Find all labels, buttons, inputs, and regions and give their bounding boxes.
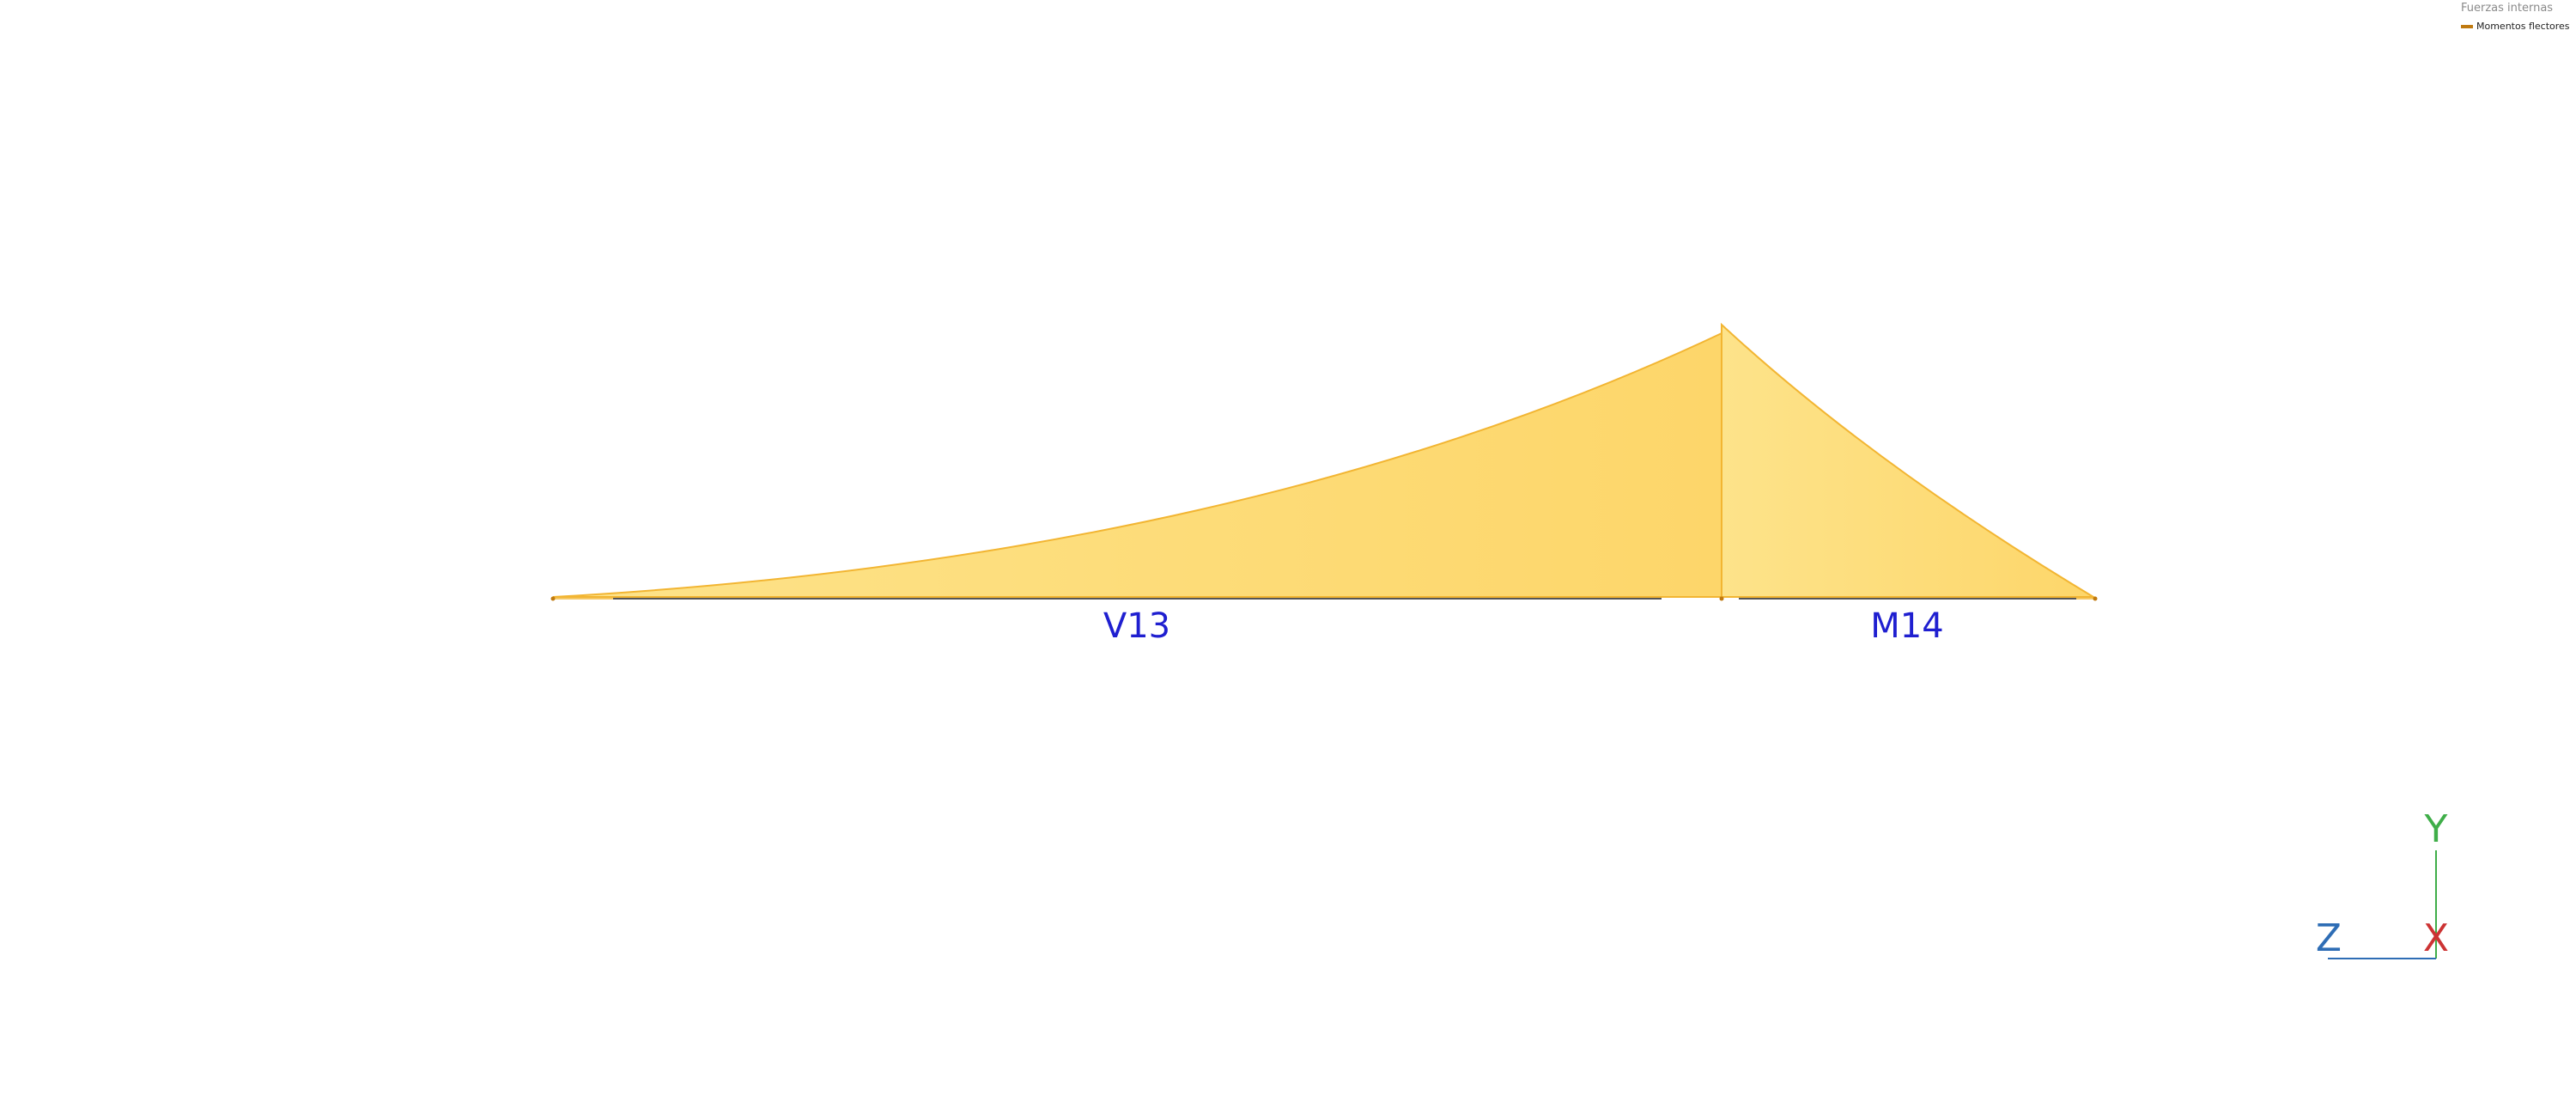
- x-axis-label: X: [2423, 916, 2449, 960]
- node-right[interactable]: [2093, 596, 2098, 601]
- node-left[interactable]: [550, 596, 556, 601]
- moment-diagram-v13: [552, 332, 1722, 598]
- member-label-m14: M14: [1870, 606, 1943, 646]
- legend-swatch-icon: [2461, 24, 2473, 28]
- legend-panel: Fuerzas internas Momentos flectores: [2461, 0, 2576, 32]
- y-axis-label: Y: [2424, 807, 2448, 851]
- legend-item-label: Momentos flectores: [2476, 21, 2570, 32]
- member-label-v13: V13: [1103, 606, 1170, 646]
- node-middle[interactable]: [1719, 596, 1724, 601]
- moment-diagram-m14: [1721, 322, 2097, 598]
- z-axis-label: Z: [2316, 916, 2342, 960]
- legend-title: Fuerzas internas: [2461, 2, 2554, 15]
- legend-item-bending-moments[interactable]: Momentos flectores: [2461, 21, 2576, 32]
